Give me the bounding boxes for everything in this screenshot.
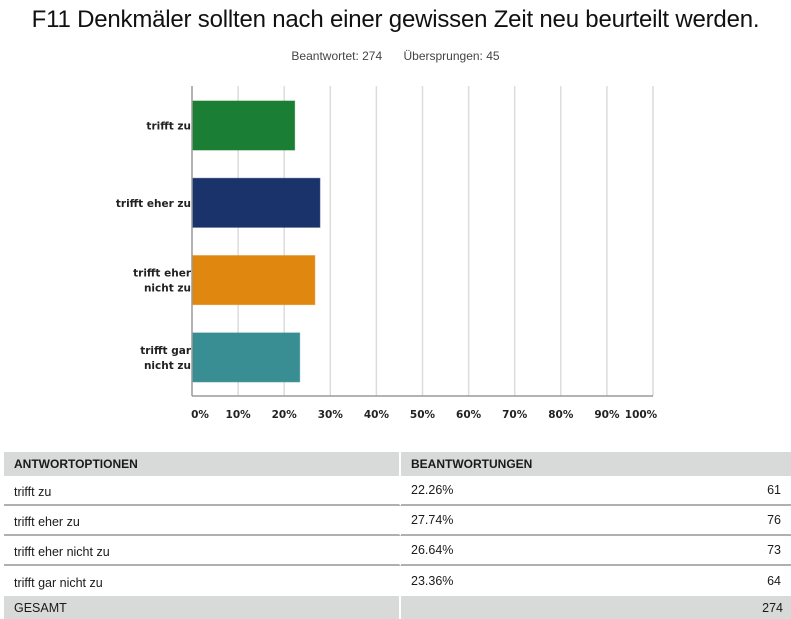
category-label: nicht zu	[144, 283, 191, 295]
response-percent: 27.74%	[411, 513, 454, 527]
response-cell: 27.74% 76	[401, 506, 791, 536]
total-row: GESAMT 274	[4, 596, 791, 619]
bars	[191, 100, 321, 383]
option-label: trifft zu	[4, 476, 401, 506]
response-percent: 23.36%	[411, 574, 454, 588]
x-tick-label: 40%	[364, 409, 390, 421]
category-label: trifft eher	[133, 268, 192, 280]
table-row: trifft eher zu 27.74% 76	[4, 506, 791, 536]
question-title: F11 Denkmäler sollten nach einer gewisse…	[31, 6, 760, 33]
option-label: trifft gar nicht zu	[4, 566, 401, 596]
response-count: 73	[767, 543, 781, 557]
table-row: trifft gar nicht zu 23.36% 64	[4, 566, 791, 596]
x-tick-label: 60%	[456, 409, 482, 421]
option-label: trifft eher zu	[4, 506, 401, 536]
category-label: trifft eher zu	[116, 198, 191, 210]
total-count: 274	[401, 596, 791, 619]
response-cell: 22.26% 61	[401, 476, 791, 506]
response-stats: Beantwortet: 274 Übersprungen: 45	[0, 49, 791, 63]
x-tick-label: 100%	[625, 409, 658, 421]
table-header-row: ANTWORTOPTIONEN BEANTWORTUNGEN	[4, 452, 791, 476]
response-count: 76	[767, 513, 781, 527]
category-label: trifft zu	[146, 121, 191, 133]
response-table: ANTWORTOPTIONEN BEANTWORTUNGEN trifft zu…	[4, 452, 791, 619]
x-tick-label: 0%	[191, 409, 209, 421]
axes	[191, 86, 653, 397]
header-responses[interactable]: BEANTWORTUNGEN	[401, 452, 791, 476]
category-labels: trifft zu trifft eher zu trifft eher nicht …	[116, 121, 192, 372]
x-tick-label: 20%	[272, 409, 298, 421]
x-tick-label: 90%	[594, 409, 620, 421]
x-tick-label: 10%	[226, 409, 252, 421]
bar-2	[191, 177, 321, 228]
x-tick-label: 70%	[502, 409, 528, 421]
response-count: 64	[767, 574, 781, 588]
skipped-count: Übersprungen: 45	[403, 49, 500, 63]
x-tick-label: 80%	[548, 409, 574, 421]
option-label: trifft eher nicht zu	[4, 536, 401, 566]
response-cell: 26.64% 73	[401, 536, 791, 566]
category-label: nicht zu	[144, 360, 191, 372]
response-count: 61	[767, 483, 781, 497]
bar-3	[191, 255, 316, 306]
response-percent: 26.64%	[411, 543, 454, 557]
bar-1	[191, 100, 296, 151]
header-answer-options[interactable]: ANTWORTOPTIONEN	[4, 452, 401, 476]
table-row: trifft zu 22.26% 61	[4, 476, 791, 506]
tick-labels: 0% 10% 20% 30% 40% 50% 60% 70% 80% 90% 100%	[191, 409, 658, 421]
gridlines	[237, 86, 654, 396]
bar-chart: trifft zu trifft eher zu trifft eher nicht …	[116, 86, 658, 421]
total-label: GESAMT	[4, 596, 401, 619]
x-tick-label: 30%	[318, 409, 344, 421]
table-row: trifft eher nicht zu 26.64% 73	[4, 536, 791, 566]
category-label: trifft gar	[140, 345, 192, 357]
response-cell: 23.36% 64	[401, 566, 791, 596]
bar-4	[191, 332, 301, 383]
x-tick-label: 50%	[410, 409, 436, 421]
answered-count: Beantwortet: 274	[291, 49, 383, 63]
response-percent: 22.26%	[411, 483, 454, 497]
